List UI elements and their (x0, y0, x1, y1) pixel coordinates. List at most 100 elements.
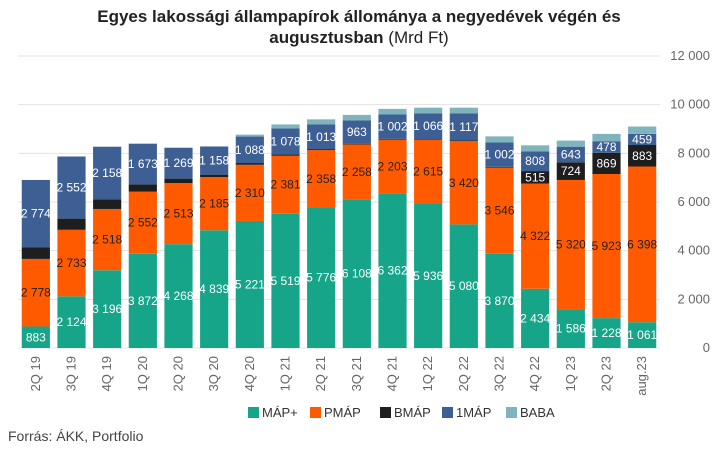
data-label: 2 552 (56, 181, 86, 195)
x-tick-label: 1Q 21 (278, 356, 293, 391)
bar-segment (307, 124, 336, 150)
bar-segment (164, 244, 193, 348)
data-label: 5 080 (449, 279, 479, 293)
x-tick-label: 1Q 22 (420, 356, 435, 391)
bar-segment (271, 128, 300, 155)
bar-segment (628, 126, 657, 134)
data-label: 2 733 (56, 256, 86, 270)
bar-segment (200, 146, 229, 175)
x-tick-label: 4Q 20 (242, 356, 257, 391)
bar-segment (342, 144, 371, 200)
x-tick-label: 4Q 21 (385, 356, 400, 391)
legend-label: MÁP+ (262, 405, 298, 420)
bar-segment (378, 193, 407, 348)
legend-label: PMÁP (324, 405, 361, 420)
data-label: 1 269 (163, 156, 193, 170)
x-tick-label: 2Q 19 (28, 356, 43, 391)
data-label: 2 518 (92, 233, 122, 247)
data-label: 2 513 (163, 207, 193, 221)
data-label: 4 268 (163, 289, 193, 303)
data-label: 1 586 (556, 322, 586, 336)
bar-segment (271, 213, 300, 348)
data-label: 2 434 (520, 311, 550, 325)
data-label: 808 (525, 154, 545, 168)
bar-segment (200, 230, 229, 348)
y-tick-label: 0 (703, 340, 710, 355)
x-tick-label: 2Q 21 (313, 356, 328, 391)
bar-segment (128, 253, 157, 348)
data-label: 5 936 (413, 269, 443, 283)
bar-segment (449, 224, 478, 348)
bar-segment (164, 147, 193, 179)
bar-segment (485, 142, 514, 167)
bar-segment (342, 120, 371, 144)
bar-segment (378, 138, 407, 140)
bar-segment (592, 152, 621, 174)
bar-segment (592, 133, 621, 142)
bar-segment (485, 253, 514, 348)
bar-segment (414, 139, 443, 140)
bar-segment (342, 114, 371, 121)
bar-segment (556, 140, 585, 147)
data-label: 2 185 (199, 197, 229, 211)
bar-segment (628, 322, 657, 348)
bar-segment (57, 296, 86, 348)
data-label: 6 108 (342, 267, 372, 281)
bar-segment (164, 182, 193, 245)
data-label: 3 196 (92, 302, 122, 316)
data-label: 2 158 (92, 166, 122, 180)
data-label: 4 322 (520, 229, 550, 243)
y-tick-label: 2 000 (677, 291, 710, 306)
bar-segment (200, 174, 229, 178)
legend-label: 1MÁP (456, 405, 491, 420)
chart-title-line1: Egyes lakossági állampapírok állománya a… (97, 7, 621, 26)
data-label: 2 358 (306, 172, 336, 186)
x-tick-label: 4Q 19 (99, 356, 114, 391)
bar-segment (521, 288, 550, 348)
bar-segment (556, 309, 585, 348)
x-tick-label: 2Q 22 (456, 356, 471, 391)
bar-segment (307, 119, 336, 125)
data-label: 3 420 (449, 176, 479, 190)
bar-segment (21, 179, 50, 248)
bar-segment (556, 162, 585, 180)
data-label: 2 615 (413, 165, 443, 179)
source-note: Forrás: ÁKK, Portfolio (8, 428, 144, 444)
data-label: 2 258 (342, 165, 372, 179)
data-label: 6 398 (627, 237, 657, 251)
bar-segment (21, 247, 50, 259)
x-tick-label: 2Q 20 (171, 356, 186, 391)
bar-segment (485, 167, 514, 254)
bar-segment (271, 154, 300, 156)
bar-segment (378, 108, 407, 115)
data-label: 883 (26, 330, 46, 344)
data-label: 2 310 (235, 186, 265, 200)
y-tick-label: 6 000 (677, 194, 710, 209)
bar-segment (449, 107, 478, 114)
y-tick-label: 12 000 (670, 48, 710, 63)
bar-segment (485, 166, 514, 168)
data-label: 963 (347, 125, 367, 139)
legend-swatch (506, 407, 517, 418)
legend-label: BABA (520, 405, 555, 420)
x-tick-label: 3Q 19 (64, 356, 79, 391)
bar-segment (93, 146, 122, 200)
bar-segment (271, 124, 300, 129)
data-label: 2 124 (56, 315, 86, 329)
data-label: 2 203 (377, 159, 407, 173)
bar-segment (592, 173, 621, 319)
y-tick-label: 4 000 (677, 243, 710, 258)
bar-segment (200, 177, 229, 231)
data-label: 1 673 (128, 157, 158, 171)
bar-segment (21, 326, 50, 348)
y-tick-label: 10 000 (670, 97, 710, 112)
bar-segment (128, 191, 157, 254)
data-label: 1 088 (235, 143, 265, 157)
data-label: 1 078 (270, 134, 300, 148)
bar-segment (521, 145, 550, 152)
bar-segment (93, 208, 122, 271)
bar-segment (21, 258, 50, 327)
bar-segment (307, 149, 336, 151)
bar-segment (449, 140, 478, 142)
